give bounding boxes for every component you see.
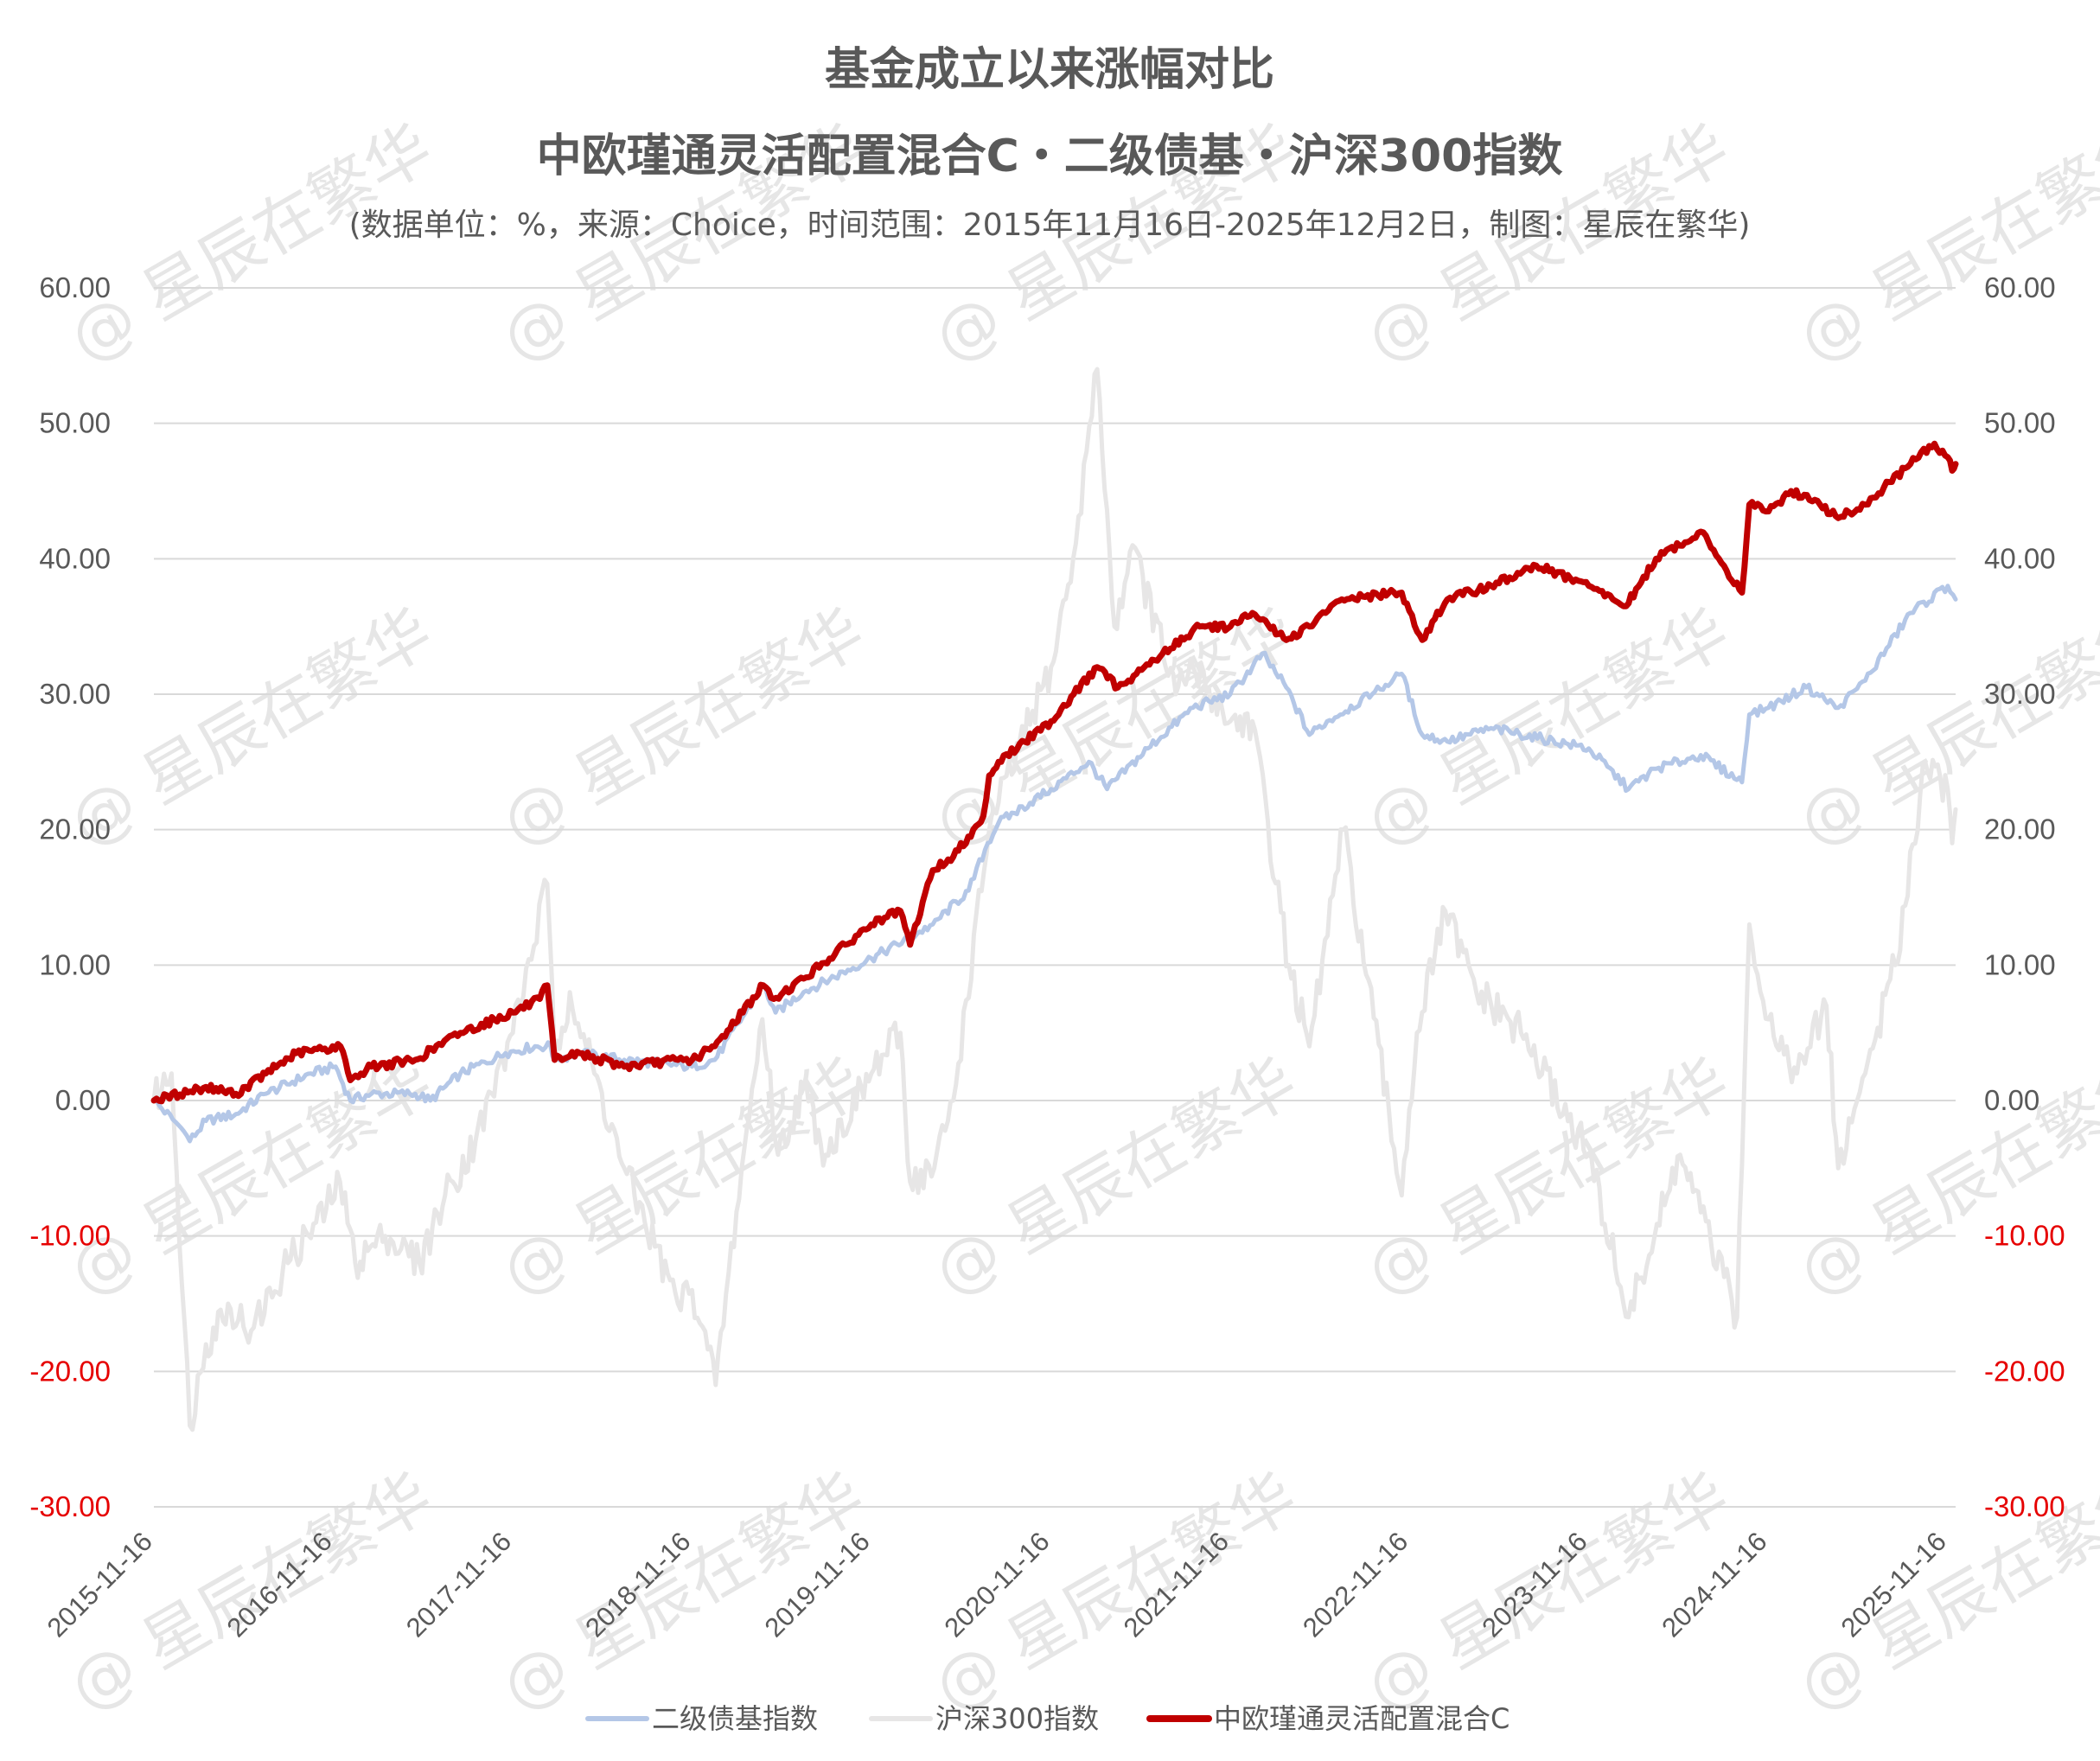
y-tick-label-left: 60.00 xyxy=(39,271,111,303)
chart-subtitle: 中欧瑾通灵活配置混合C・二级债基・沪深300指数 xyxy=(537,131,1563,182)
watermark-text: @ 星辰在繁华 xyxy=(57,110,444,376)
y-tick-label-right: 10.00 xyxy=(1984,948,2056,980)
x-tick-label: 2022-11-16 xyxy=(1297,1526,1414,1643)
chart-note: (数据单位：%，来源：Choice，时间范围：2015年11月16日-2025年… xyxy=(349,207,1751,243)
watermark-text: @ 星辰在繁华 xyxy=(1786,110,2100,376)
series-line-0 xyxy=(151,584,1958,1144)
y-axis-left: -30.00 -20.00 -10.00 0.00 10.00 20.00 30.00 40.… xyxy=(29,271,111,1522)
legend-label: 中欧瑾通灵活配置混合C xyxy=(1214,1702,1510,1735)
watermark-text: @ 星辰在繁华 xyxy=(489,594,877,860)
y-tick-label-left: -30.00 xyxy=(29,1490,111,1522)
watermark-layer: @ 星辰在繁华 @ 星辰在繁华 @ 星辰在繁华 @ 星辰在繁华 @ 星辰在繁华@ 星辰在… xyxy=(57,110,2100,1725)
y-tick-label-right: -20.00 xyxy=(1984,1355,2065,1387)
y-tick-label-right: -30.00 xyxy=(1984,1490,2065,1522)
y-tick-label-right: 0.00 xyxy=(1984,1084,2039,1116)
y-tick-label-left: 10.00 xyxy=(39,948,111,980)
y-tick-label-left: 50.00 xyxy=(39,407,111,439)
y-tick-label-left: 0.00 xyxy=(55,1084,111,1116)
series-layer xyxy=(150,367,1959,1432)
series-line-2 xyxy=(150,440,1959,1105)
grid-lines xyxy=(154,287,1956,1508)
y-tick-label-left: -10.00 xyxy=(29,1220,111,1252)
y-tick-label-left: 20.00 xyxy=(39,814,111,845)
legend: 二级债基指数 沪深300指数 中欧瑾通灵活配置混合C xyxy=(585,1702,1510,1735)
y-tick-label-right: 40.00 xyxy=(1984,542,2056,574)
legend-label: 二级债基指数 xyxy=(652,1702,818,1735)
watermark-text: @ 星辰在繁华 xyxy=(1354,594,1741,860)
chart-title: 基金成立以来涨幅对比 xyxy=(825,44,1274,96)
y-tick-label-left: 30.00 xyxy=(39,678,111,710)
x-tick-label: 2017-11-16 xyxy=(400,1526,517,1643)
watermark-text: @ 星辰在繁华 xyxy=(489,1043,877,1310)
series-line-1 xyxy=(151,367,1958,1432)
y-axis-right: -30.00 -20.00 -10.00 0.00 10.00 20.00 30.00 40.… xyxy=(1984,271,2065,1522)
legend-label: 沪深300指数 xyxy=(935,1702,1099,1735)
y-tick-label-right: 60.00 xyxy=(1984,271,2056,303)
y-tick-label-left: 40.00 xyxy=(39,542,111,574)
y-tick-label-right: 50.00 xyxy=(1984,407,2056,439)
y-tick-label-right: 20.00 xyxy=(1984,814,2056,845)
y-tick-label-right: -10.00 xyxy=(1984,1220,2065,1252)
watermark-text: @ 星辰在繁华 xyxy=(57,594,444,860)
y-tick-label-right: 30.00 xyxy=(1984,678,2056,710)
watermark-text: @ 星辰在繁华 xyxy=(922,1043,1309,1310)
y-tick-label-left: -20.00 xyxy=(29,1355,111,1387)
